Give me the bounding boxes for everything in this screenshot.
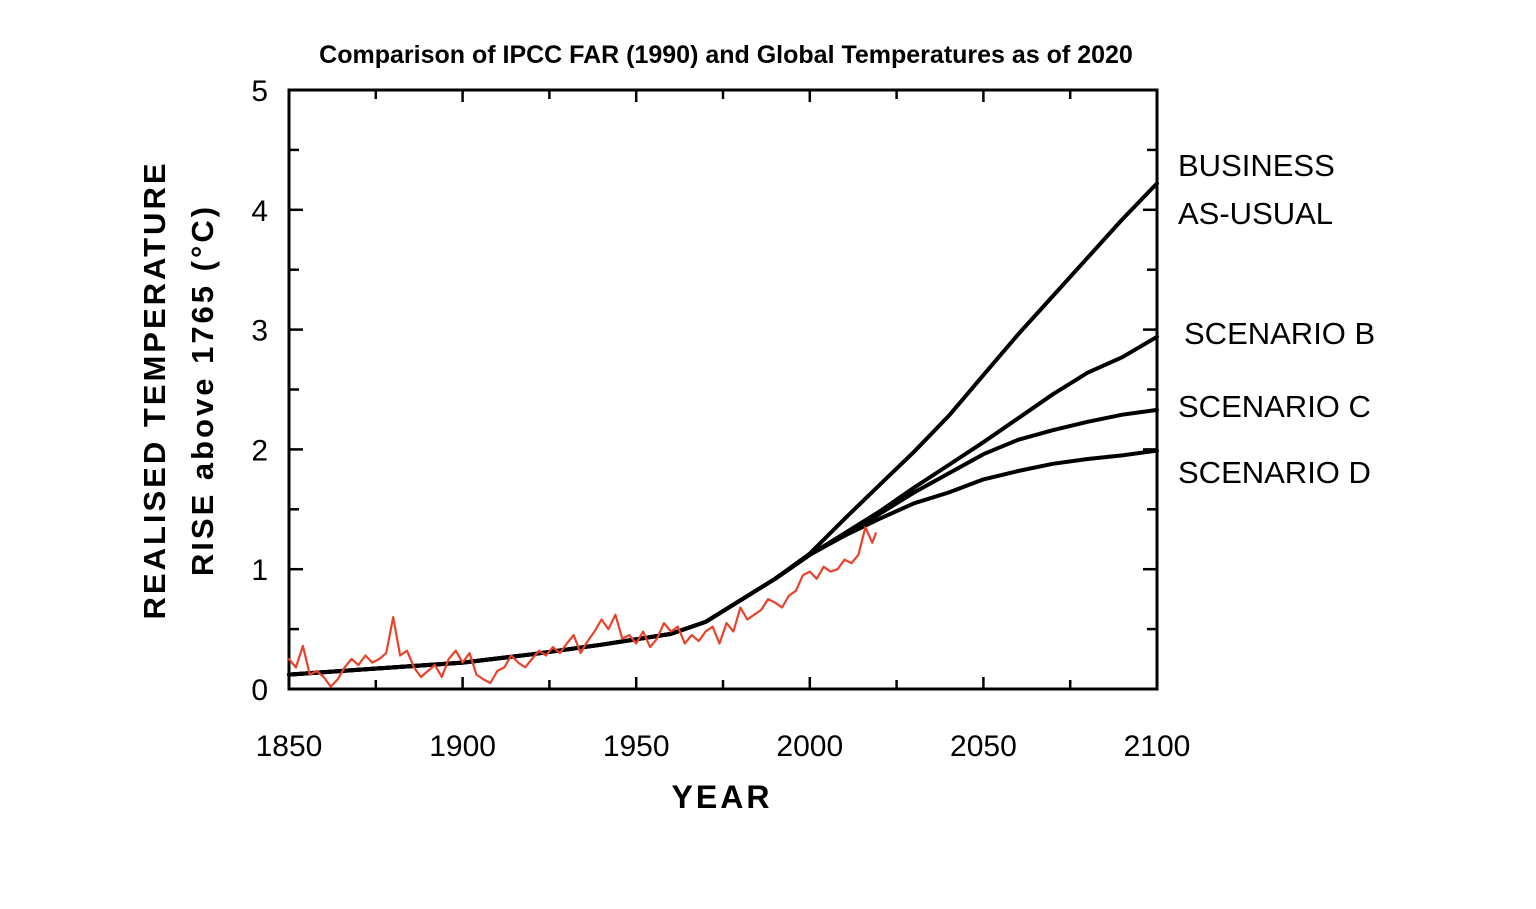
y-tick-label: 2 [251,434,268,467]
plot-frame [287,88,1159,691]
series-layer [287,181,1159,688]
axes-layer: 1850 1900 1950 2000 2050 2100 0 1 2 3 4 5 [251,75,1190,763]
series-scenario-d [287,448,1159,677]
y-axis-label-line1: REALISED TEMPERATURE [137,160,172,619]
label-business-as-usual: AS-USUAL [1178,196,1333,231]
y-axis-label-line2: RISE above 1765 (°C) [185,204,220,576]
x-tick-label: 1950 [603,730,670,763]
x-tick-label: 1850 [256,730,323,763]
series-business-as-usual [287,181,1159,677]
y-tick-label: 3 [251,315,268,348]
x-tick-label: 2100 [1124,730,1191,763]
chart-title: Comparison of IPCC FAR (1990) and Global… [319,41,1133,69]
labels-layer: BUSINESS AS-USUAL SCENARIO B SCENARIO C SCEN… [1178,148,1375,490]
label-scenario-d: SCENARIO D [1178,455,1371,490]
x-axis-label: YEAR [672,779,773,815]
x-tick-label: 2000 [776,730,843,763]
y-tick-label: 5 [251,75,268,108]
series-scenario-b [287,334,1159,677]
label-scenario-c: SCENARIO C [1178,389,1371,424]
x-tick-label: 2050 [950,730,1017,763]
series-observed-temperature [287,526,877,688]
label-business-as-usual: BUSINESS [1178,148,1335,183]
y-tick-label: 1 [251,554,268,587]
x-tick-label: 1900 [429,730,496,763]
label-scenario-b: SCENARIO B [1184,316,1375,351]
y-tick-label: 4 [251,195,268,228]
y-tick-label: 0 [251,674,268,707]
